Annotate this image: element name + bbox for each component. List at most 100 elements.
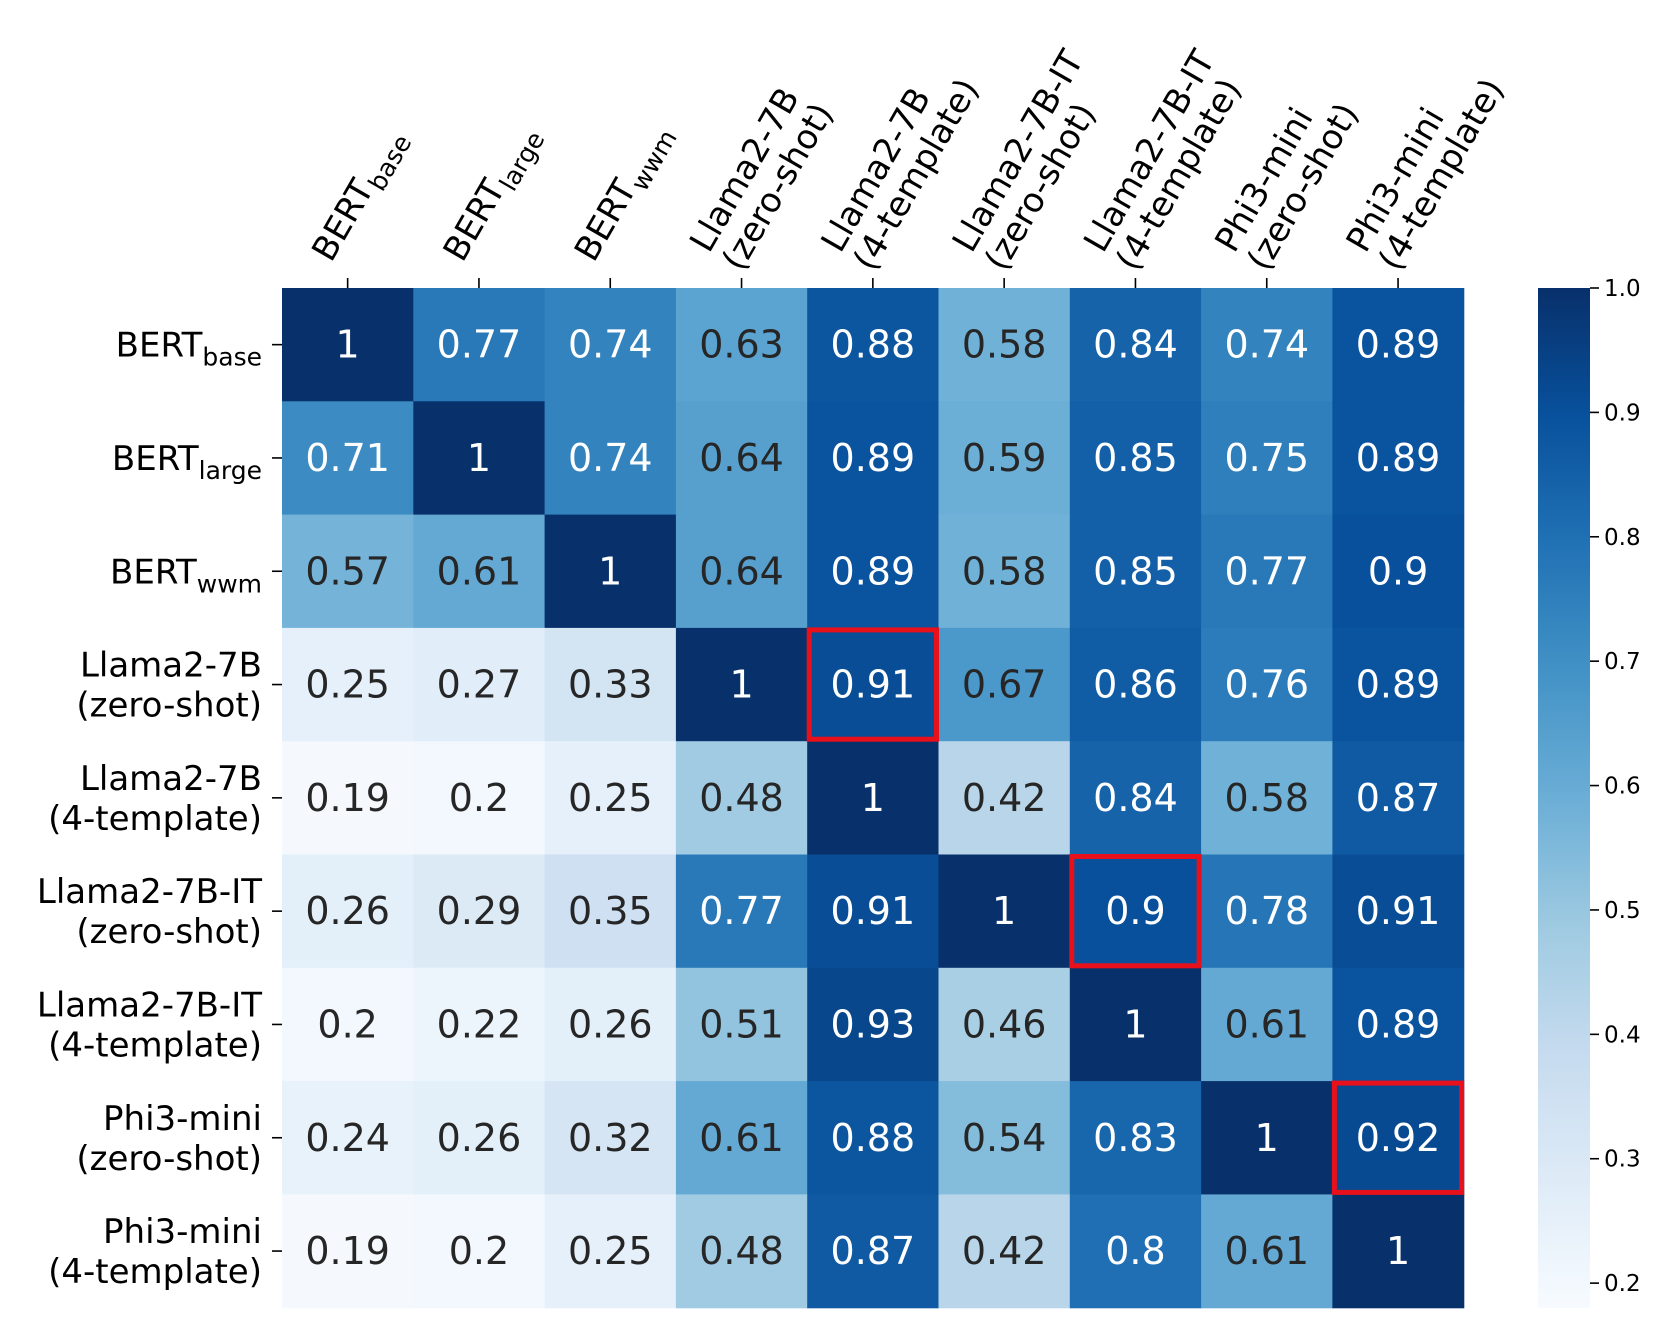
heatmap-cell [1069, 401, 1202, 516]
heatmap-cell [938, 514, 1071, 629]
heatmap-cell [544, 401, 677, 516]
colorbar-tick-label: 0.7 [1604, 649, 1641, 675]
cell-value-label: 1 [729, 663, 753, 707]
heatmap-cell [282, 854, 414, 969]
cell-value-label: 0.58 [962, 323, 1047, 367]
cell-value-label: 0.71 [305, 436, 390, 480]
heatmap-cell [544, 967, 677, 1082]
heatmap-cell [675, 967, 808, 1082]
heatmap-cell [1069, 967, 1202, 1082]
cell-value-label: 1 [861, 776, 885, 820]
row-tick-label: (zero-shot) [76, 912, 262, 952]
heatmap-cell [1332, 627, 1465, 742]
heatmap-cell [807, 741, 940, 856]
heatmap-cell [544, 627, 677, 742]
cell-value-label: 0.91 [831, 663, 916, 707]
heatmap-cell [1201, 854, 1333, 969]
row-tick-label: (4-template) [48, 1252, 262, 1292]
heatmap-cell [1201, 967, 1333, 1082]
heatmap-cell [1332, 1081, 1465, 1195]
heatmap-cell [413, 741, 546, 856]
cell-value-label: 0.8 [1105, 1229, 1165, 1273]
cell-value-label: 0.84 [1093, 323, 1178, 367]
heatmap-cell [1201, 288, 1333, 402]
cell-value-label: 0.2 [449, 1229, 509, 1273]
heatmap-cell [938, 1081, 1071, 1195]
heatmap-cell [1201, 1194, 1333, 1309]
heatmap-cell [282, 1081, 414, 1195]
row-tick-label: Llama2-7B-IT [37, 985, 262, 1025]
colorbar-tick-label: 0.6 [1604, 774, 1641, 800]
heatmap-cell [282, 288, 414, 402]
cell-value-label: 0.24 [305, 1116, 390, 1160]
heatmap-cell [938, 288, 1071, 402]
heatmap-cell [675, 401, 808, 516]
highlight-boxes [806, 627, 1465, 1195]
cell-value-label: 0.48 [699, 1229, 784, 1273]
heatmap-cell [1069, 854, 1202, 969]
cell-value-label: 0.85 [1093, 549, 1178, 593]
row-tick-label: (zero-shot) [76, 686, 262, 726]
cell-value-label: 0.87 [1356, 776, 1441, 820]
row-tick-labels: BERTbaseBERTlargeBERTwwmLlama2-7B(zero-s… [37, 326, 282, 1292]
row-tick-label: (4-template) [48, 799, 262, 839]
cell-value-label: 0.77 [699, 889, 784, 933]
row-tick-label: BERTlarge [112, 439, 262, 485]
heatmap-cell [282, 1194, 414, 1309]
heatmap-cell [1201, 514, 1333, 629]
cell-value-label: 0.61 [437, 549, 522, 593]
cell-value-label: 0.64 [699, 549, 784, 593]
heatmap-cell [544, 1194, 677, 1309]
row-tick-label: Llama2-7B [80, 646, 262, 686]
heatmap-cell [282, 741, 414, 856]
heatmap-cell [1069, 288, 1202, 402]
heatmap-cell [938, 741, 1071, 856]
cell-value-label: 1 [598, 549, 622, 593]
heatmap-cell [282, 514, 414, 629]
heatmap-cell [675, 1194, 808, 1309]
row-tick-label: BERTbase [116, 326, 262, 372]
heatmap-cell [938, 967, 1071, 1082]
cell-value-label: 0.2 [449, 776, 509, 820]
row-tick-label: Phi3-mini [103, 1099, 262, 1139]
heatmap-cell [1069, 1194, 1202, 1309]
heatmap-cell [807, 514, 940, 629]
cell-value-label: 0.89 [1356, 436, 1441, 480]
row-tick-label: Llama2-7B [80, 759, 262, 799]
cell-value-label: 1 [1386, 1229, 1410, 1273]
cell-value-label: 0.25 [568, 776, 653, 820]
highlight-box [1331, 1080, 1465, 1195]
heatmap-cell [938, 854, 1071, 969]
column-tick-label: BERTwwm [567, 116, 683, 271]
colorbar-tick-label: 0.8 [1604, 525, 1641, 551]
cell-value-label: 0.64 [699, 436, 784, 480]
cell-value-label: 0.58 [1224, 776, 1309, 820]
cell-value-label: 0.61 [1224, 1002, 1309, 1046]
cell-value-label: 0.91 [831, 889, 916, 933]
heatmap-cell [1332, 967, 1465, 1082]
heatmap-cell [544, 1081, 677, 1195]
colorbar-tick-label: 1.0 [1604, 276, 1641, 302]
heatmap-cell [413, 288, 546, 402]
heatmap-cell [282, 401, 414, 516]
colorbar-gradient [1538, 288, 1590, 1308]
cell-value-label: 0.77 [437, 323, 522, 367]
cell-value-label: 0.58 [962, 549, 1047, 593]
cell-value-label: 0.76 [1224, 663, 1309, 707]
cell-value-label: 0.86 [1093, 663, 1178, 707]
highlight-box [806, 627, 940, 742]
heatmap-cell [1201, 627, 1333, 742]
cell-value-label: 1 [467, 436, 491, 480]
heatmap-cell [544, 514, 677, 629]
heatmap-cell [1069, 627, 1202, 742]
cell-value-label: 0.67 [962, 663, 1047, 707]
cell-value-label: 0.54 [962, 1116, 1047, 1160]
heatmap-cell [675, 627, 808, 742]
heatmap-cell [1201, 741, 1333, 856]
cell-value-label: 0.29 [437, 889, 522, 933]
cell-value-label: 0.9 [1368, 549, 1428, 593]
cell-value-label: 1 [336, 323, 360, 367]
row-tick-label: (4-template) [48, 1025, 262, 1065]
cell-value-label: 0.74 [1224, 323, 1309, 367]
cell-value-label: 0.51 [699, 1002, 784, 1046]
